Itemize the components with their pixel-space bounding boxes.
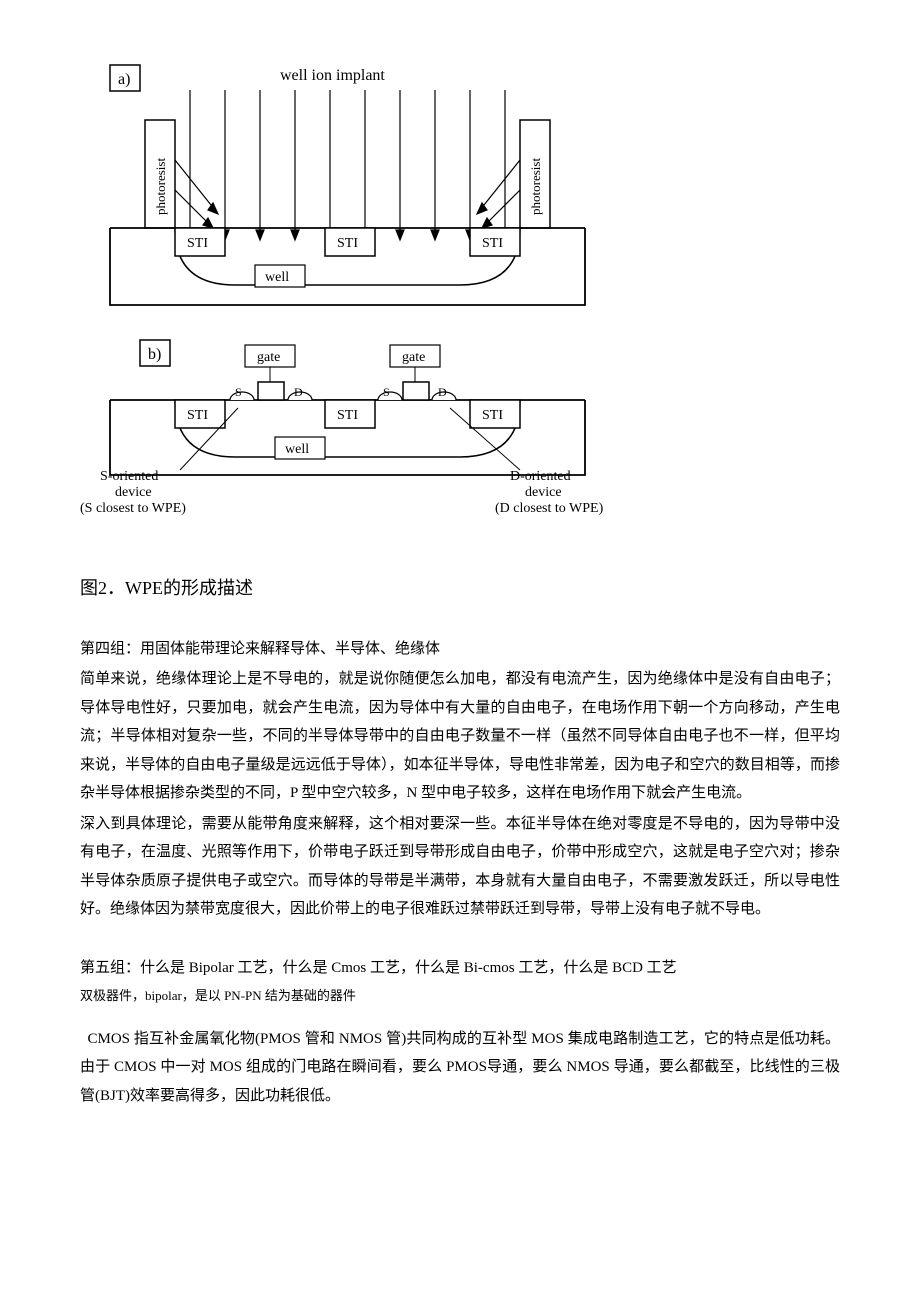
svg-text:device: device bbox=[525, 485, 562, 500]
svg-text:D: D bbox=[438, 385, 447, 399]
svg-text:well: well bbox=[265, 270, 289, 285]
wpe-diagram-svg: a) well ion implant photoresist bbox=[80, 60, 640, 540]
svg-text:gate: gate bbox=[402, 350, 425, 365]
wpe-figure: a) well ion implant photoresist bbox=[80, 60, 840, 551]
section5-cmos: CMOS 指互补金属氧化物(PMOS 管和 NMOS 管)共同构成的互补型 MO… bbox=[80, 1025, 840, 1111]
svg-text:photoresist: photoresist bbox=[528, 158, 543, 215]
svg-text:STI: STI bbox=[482, 236, 503, 251]
svg-text:STI: STI bbox=[337, 236, 358, 251]
svg-text:D-oriented: D-oriented bbox=[510, 469, 571, 484]
svg-text:(S closest to WPE): (S closest to WPE) bbox=[80, 501, 186, 516]
svg-text:(D closest to WPE): (D closest to WPE) bbox=[495, 501, 604, 516]
section4-para1: 简单来说，绝缘体理论上是不导电的，就是说你随便怎么加电，都没有电流产生，因为绝缘… bbox=[80, 665, 840, 808]
svg-text:well ion implant: well ion implant bbox=[280, 67, 385, 84]
svg-text:STI: STI bbox=[337, 408, 358, 423]
svg-text:device: device bbox=[115, 485, 152, 500]
section4-para2: 深入到具体理论，需要从能带角度来解释，这个相对要深一些。本征半导体在绝对零度是不… bbox=[80, 810, 840, 924]
figure-caption: 图2．WPE的形成描述 bbox=[80, 571, 840, 605]
section5-bipolar: 双极器件，bipolar，是以 PN-PN 结为基础的器件 bbox=[80, 984, 840, 1009]
section5-title: 第五组：什么是 Bipolar 工艺，什么是 Cmos 工艺，什么是 Bi-cm… bbox=[80, 954, 840, 983]
svg-text:photoresist: photoresist bbox=[153, 158, 168, 215]
svg-text:b): b) bbox=[148, 346, 161, 363]
svg-text:S-oriented: S-oriented bbox=[100, 469, 158, 484]
svg-text:a): a) bbox=[118, 71, 130, 88]
svg-text:D: D bbox=[294, 385, 303, 399]
svg-text:gate: gate bbox=[257, 350, 280, 365]
svg-text:S: S bbox=[235, 385, 242, 399]
svg-text:STI: STI bbox=[187, 408, 208, 423]
svg-text:STI: STI bbox=[482, 408, 503, 423]
svg-text:well: well bbox=[285, 442, 309, 457]
section4-title: 第四组：用固体能带理论来解释导体、半导体、绝缘体 bbox=[80, 635, 840, 664]
panel-a: a) well ion implant photoresist bbox=[110, 65, 585, 305]
svg-text:STI: STI bbox=[187, 236, 208, 251]
svg-text:S: S bbox=[383, 385, 390, 399]
panel-b: b) gate gate STI STI STI S D S D bbox=[80, 340, 604, 516]
